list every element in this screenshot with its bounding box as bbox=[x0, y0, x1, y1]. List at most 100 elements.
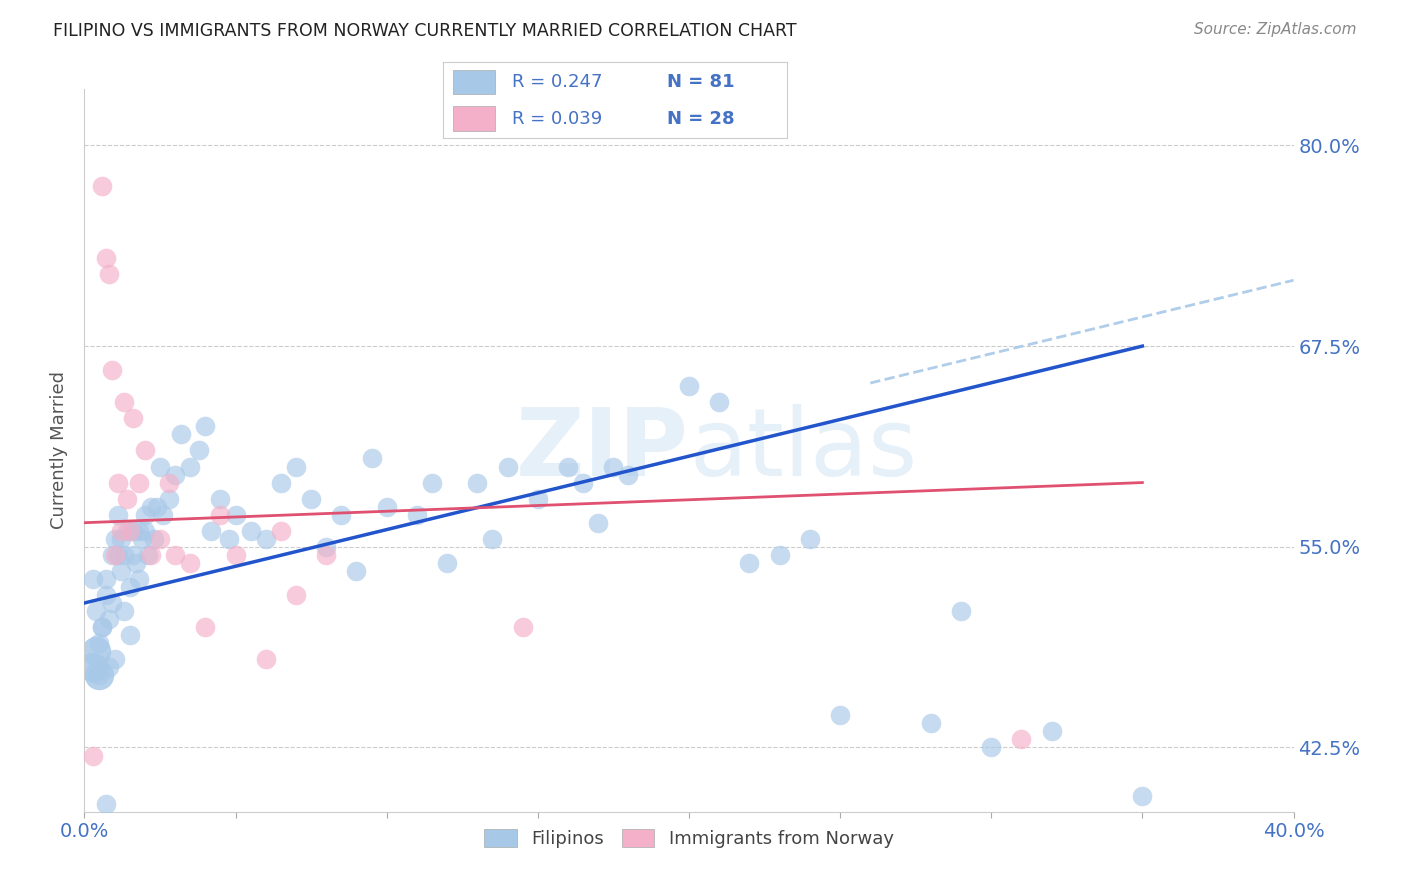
Point bbox=[346, 564, 368, 578]
Legend: Filipinos, Immigrants from Norway: Filipinos, Immigrants from Norway bbox=[475, 820, 903, 857]
Point bbox=[360, 451, 382, 466]
Point bbox=[527, 491, 550, 506]
Text: R = 0.039: R = 0.039 bbox=[512, 110, 602, 128]
Point bbox=[157, 475, 180, 490]
Point bbox=[572, 475, 595, 490]
Point bbox=[100, 596, 122, 610]
Point bbox=[104, 652, 127, 666]
Point bbox=[94, 588, 117, 602]
Point bbox=[330, 508, 353, 522]
Point bbox=[82, 572, 104, 586]
Point bbox=[375, 500, 398, 514]
Point bbox=[209, 508, 232, 522]
Point bbox=[617, 467, 640, 482]
Point bbox=[82, 748, 104, 763]
Point bbox=[134, 508, 156, 522]
Text: N = 28: N = 28 bbox=[666, 110, 734, 128]
Text: atlas: atlas bbox=[689, 404, 917, 497]
Point bbox=[104, 548, 127, 562]
Point bbox=[118, 580, 141, 594]
Point bbox=[118, 524, 141, 538]
Point bbox=[107, 548, 129, 562]
Point bbox=[91, 620, 114, 634]
Point bbox=[406, 508, 429, 522]
Point bbox=[209, 491, 232, 506]
Point bbox=[89, 668, 111, 682]
Text: N = 81: N = 81 bbox=[666, 73, 734, 91]
Point bbox=[225, 508, 247, 522]
Point bbox=[94, 572, 117, 586]
Point bbox=[467, 475, 489, 490]
Point bbox=[512, 620, 534, 634]
Point bbox=[139, 500, 162, 514]
Point bbox=[179, 459, 201, 474]
FancyBboxPatch shape bbox=[453, 70, 495, 95]
Point bbox=[254, 532, 277, 546]
Point bbox=[270, 524, 292, 538]
Point bbox=[110, 532, 132, 546]
Point bbox=[86, 644, 108, 658]
Point bbox=[112, 395, 135, 409]
Point bbox=[107, 475, 129, 490]
Point bbox=[97, 267, 120, 281]
Point bbox=[170, 427, 193, 442]
Point bbox=[112, 548, 135, 562]
Point bbox=[436, 556, 458, 570]
Point bbox=[152, 508, 174, 522]
Point bbox=[149, 459, 172, 474]
Point bbox=[194, 419, 217, 434]
Point bbox=[225, 548, 247, 562]
Point bbox=[134, 524, 156, 538]
Text: Source: ZipAtlas.com: Source: ZipAtlas.com bbox=[1194, 22, 1357, 37]
Point bbox=[678, 379, 700, 393]
Point bbox=[315, 548, 337, 562]
Text: FILIPINO VS IMMIGRANTS FROM NORWAY CURRENTLY MARRIED CORRELATION CHART: FILIPINO VS IMMIGRANTS FROM NORWAY CURRE… bbox=[53, 22, 797, 40]
Point bbox=[89, 668, 111, 682]
Point bbox=[1011, 732, 1033, 747]
Point bbox=[194, 620, 217, 634]
FancyBboxPatch shape bbox=[453, 106, 495, 130]
Point bbox=[239, 524, 262, 538]
Point bbox=[131, 532, 153, 546]
Point bbox=[146, 500, 169, 514]
Point bbox=[179, 556, 201, 570]
Point bbox=[89, 636, 111, 650]
Text: R = 0.247: R = 0.247 bbox=[512, 73, 602, 91]
Point bbox=[118, 628, 141, 642]
Point bbox=[481, 532, 503, 546]
Point bbox=[157, 491, 180, 506]
Point bbox=[100, 363, 122, 377]
Point bbox=[709, 395, 731, 409]
Y-axis label: Currently Married: Currently Married bbox=[51, 371, 69, 530]
Point bbox=[128, 572, 150, 586]
Point bbox=[91, 620, 114, 634]
Point bbox=[97, 612, 120, 626]
Point bbox=[110, 564, 132, 578]
Point bbox=[82, 660, 104, 674]
Point bbox=[121, 548, 143, 562]
Point bbox=[188, 443, 211, 458]
Point bbox=[254, 652, 277, 666]
Point bbox=[100, 548, 122, 562]
Point bbox=[110, 524, 132, 538]
Point bbox=[270, 475, 292, 490]
Point bbox=[91, 178, 114, 193]
Point bbox=[86, 604, 108, 618]
Point bbox=[134, 443, 156, 458]
Point bbox=[299, 491, 322, 506]
Text: ZIP: ZIP bbox=[516, 404, 689, 497]
Point bbox=[139, 548, 162, 562]
Point bbox=[285, 588, 308, 602]
Point bbox=[128, 475, 150, 490]
Point bbox=[218, 532, 240, 546]
Point bbox=[128, 524, 150, 538]
Point bbox=[738, 556, 761, 570]
Point bbox=[602, 459, 624, 474]
Point bbox=[165, 467, 187, 482]
Point bbox=[980, 740, 1002, 755]
Point bbox=[115, 491, 138, 506]
Point bbox=[315, 540, 337, 554]
Point bbox=[97, 660, 120, 674]
Point bbox=[107, 508, 129, 522]
Point bbox=[112, 604, 135, 618]
